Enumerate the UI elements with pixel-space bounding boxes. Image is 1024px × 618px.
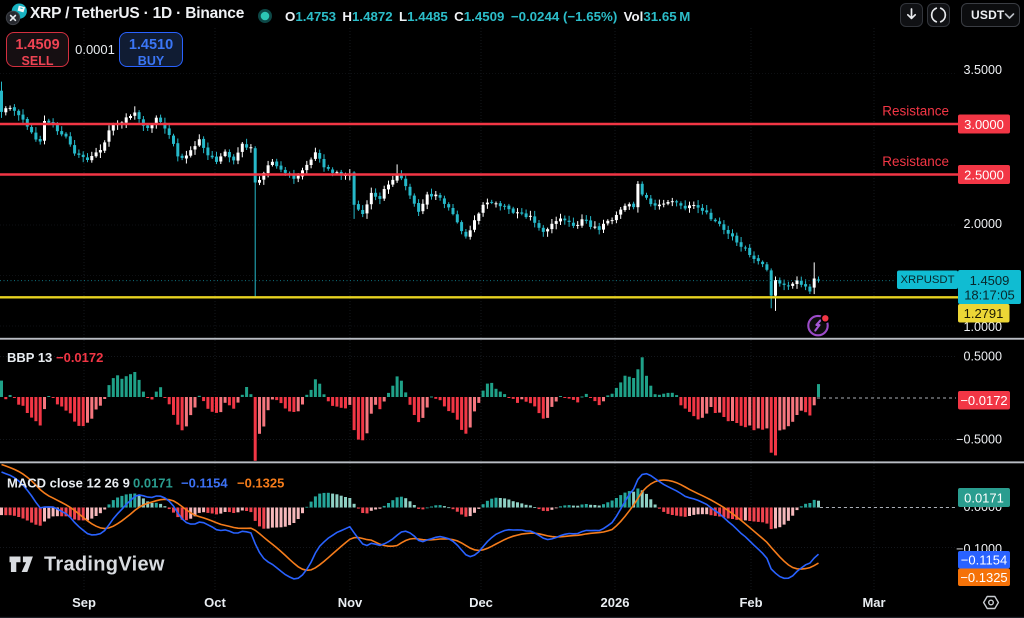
- svg-text:−0.1325: −0.1325: [960, 570, 1007, 585]
- svg-text:Mar: Mar: [862, 595, 885, 610]
- svg-text:Resistance: Resistance: [882, 104, 949, 119]
- svg-text:TradingView: TradingView: [44, 554, 165, 576]
- svg-text:1.2791: 1.2791: [964, 306, 1004, 321]
- svg-text:Feb: Feb: [739, 595, 762, 610]
- svg-text:MACD close 12 26 9: MACD close 12 26 9: [7, 476, 130, 491]
- svg-text:BBP 13: BBP 13: [7, 350, 52, 365]
- svg-text:2026: 2026: [601, 595, 630, 610]
- svg-text:Sep: Sep: [72, 595, 96, 610]
- svg-text:−0.1154: −0.1154: [181, 476, 228, 491]
- svg-text:2.5000: 2.5000: [964, 167, 1004, 182]
- svg-text:Oct: Oct: [204, 595, 226, 610]
- svg-text:−0.0172: −0.0172: [56, 350, 103, 365]
- svg-text:1.4509: 1.4509: [970, 273, 1010, 288]
- svg-text:0.0171: 0.0171: [133, 476, 173, 491]
- svg-text:0.5000: 0.5000: [963, 350, 1002, 364]
- svg-text:1.0000: 1.0000: [963, 320, 1002, 334]
- svg-text:3.5000: 3.5000: [963, 63, 1002, 77]
- svg-text:XRPUSDT: XRPUSDT: [901, 274, 955, 286]
- svg-text:Dec: Dec: [469, 595, 493, 610]
- svg-text:−0.5000: −0.5000: [956, 433, 1002, 447]
- svg-text:−0.0172: −0.0172: [960, 393, 1007, 408]
- svg-text:−0.1325: −0.1325: [237, 476, 284, 491]
- svg-text:Resistance: Resistance: [882, 154, 949, 169]
- svg-text:2.0000: 2.0000: [963, 217, 1002, 231]
- svg-text:0.0171: 0.0171: [964, 490, 1004, 505]
- svg-text:Nov: Nov: [338, 595, 363, 610]
- svg-text:18:17:05: 18:17:05: [964, 287, 1015, 302]
- svg-text:−0.1154: −0.1154: [961, 552, 1007, 567]
- svg-text:3.0000: 3.0000: [964, 117, 1004, 132]
